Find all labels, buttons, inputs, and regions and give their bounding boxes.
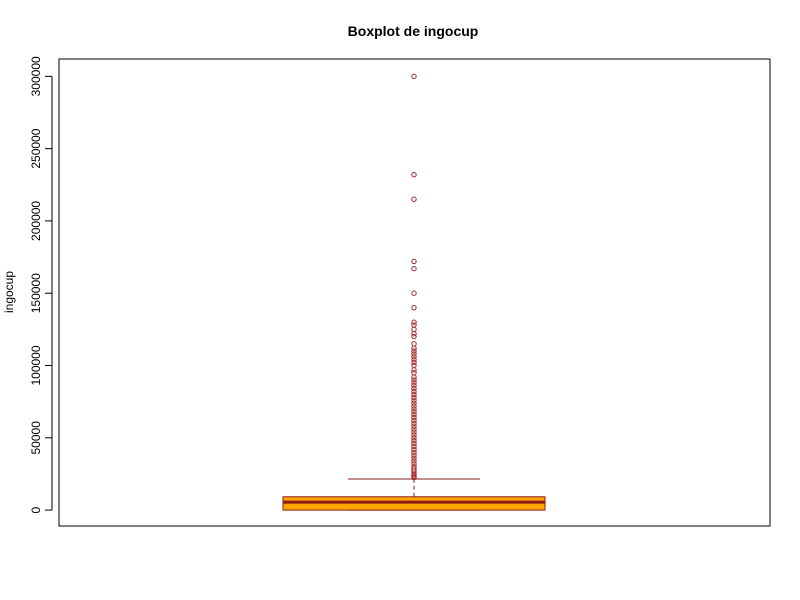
outlier-point	[411, 383, 417, 389]
outlier-point	[411, 437, 417, 444]
outlier-point	[411, 400, 417, 406]
outlier-point	[411, 351, 417, 357]
outlier-point	[411, 380, 417, 386]
plot-frame	[58, 58, 771, 527]
outlier-point	[411, 409, 417, 415]
outlier-point	[411, 265, 417, 272]
outlier-point	[411, 331, 417, 337]
outlier-point	[411, 326, 417, 333]
outlier-point	[411, 411, 417, 418]
outlier-point	[411, 426, 417, 432]
outlier-point	[411, 468, 417, 474]
outlier-point	[411, 374, 417, 380]
outlier-point	[411, 354, 417, 360]
y-tick-label: 150000	[29, 273, 43, 313]
outlier-point	[411, 452, 417, 458]
outlier-point	[411, 417, 417, 424]
outlier-point	[411, 429, 417, 435]
outlier-point	[411, 440, 417, 447]
outlier-point	[411, 333, 417, 340]
outlier-point	[411, 388, 417, 395]
outlier-point	[411, 357, 417, 363]
outlier-point	[411, 377, 417, 383]
y-tick-label: 250000	[29, 128, 43, 168]
outlier-point	[411, 461, 417, 467]
outlier-point	[411, 345, 417, 351]
outlier-point	[411, 171, 417, 178]
y-tick-label: 50000	[29, 421, 43, 455]
outlier-point	[411, 458, 417, 464]
outlier-point	[411, 423, 417, 429]
outlier-point	[411, 370, 417, 376]
outlier-point	[411, 474, 417, 481]
y-tick-label: 200000	[29, 201, 43, 241]
outlier-point	[411, 196, 417, 202]
outlier-point	[411, 420, 417, 427]
outlier-point	[411, 362, 417, 369]
outlier-point	[411, 446, 417, 453]
outlier-point	[411, 73, 417, 80]
chart-title: Boxplot de ingocup	[348, 23, 479, 39]
outlier-point	[411, 394, 417, 401]
outlier-point	[411, 449, 417, 455]
outlier-point	[411, 397, 417, 403]
outlier-point	[411, 414, 417, 421]
y-tick-label: 100000	[29, 345, 43, 385]
outlier-point	[411, 385, 417, 392]
outlier-point	[411, 367, 417, 373]
outlier-point	[411, 391, 417, 398]
outlier-point	[411, 435, 417, 441]
outlier-point	[411, 319, 417, 325]
outlier-point	[411, 348, 417, 354]
y-axis-label: ingocup	[2, 271, 16, 313]
outlier-point	[411, 455, 417, 461]
outlier-point	[411, 406, 417, 412]
outlier-point	[411, 403, 417, 409]
outlier-point	[411, 258, 417, 265]
outlier-point	[411, 443, 417, 450]
y-axis: 0 50000 100000 150000 200000 250000 300000	[29, 56, 53, 513]
outlier-point	[411, 432, 417, 438]
outlier-point	[411, 341, 417, 347]
y-tick-label: 300000	[29, 56, 43, 96]
y-tick-label: 0	[29, 506, 43, 513]
plot-area	[282, 73, 546, 511]
outlier-point	[411, 322, 417, 328]
outlier-point	[411, 304, 417, 311]
outlier-point	[411, 359, 417, 366]
outlier-point	[411, 290, 417, 296]
